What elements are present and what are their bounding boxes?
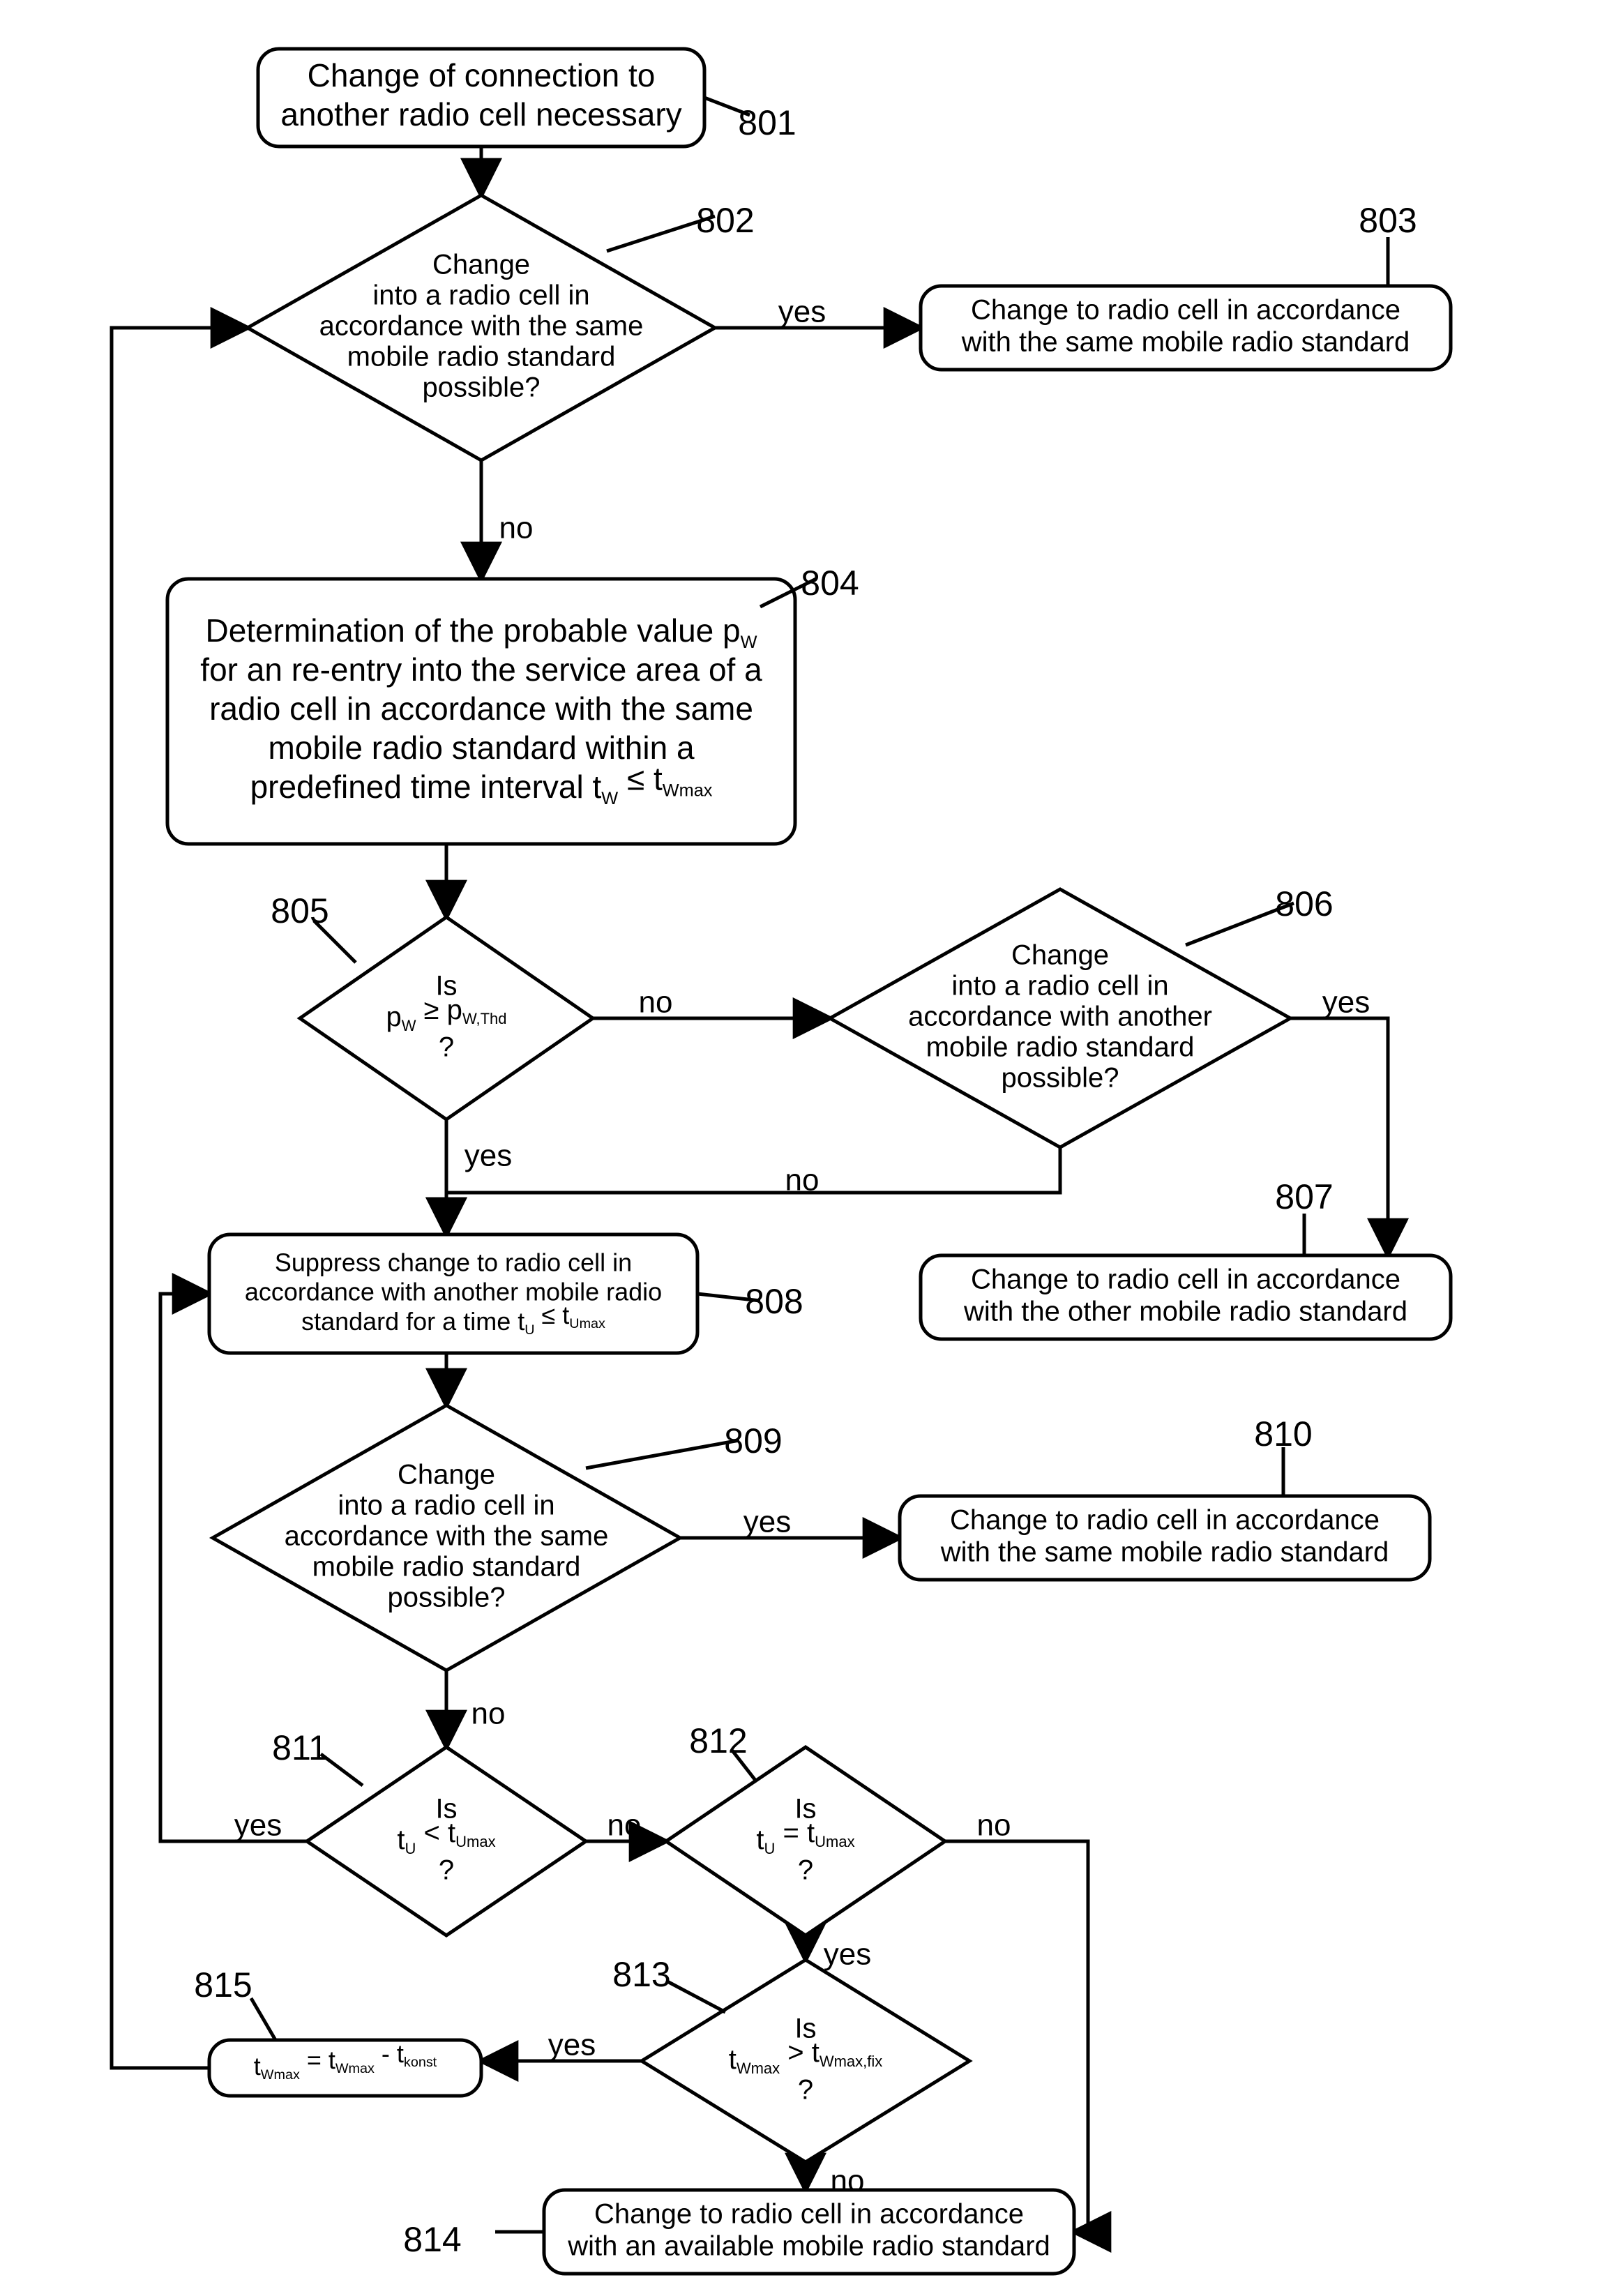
node-text-line: Suppress change to radio cell in — [275, 1248, 632, 1277]
node-text-line: possible? — [422, 372, 540, 403]
node-number: 804 — [801, 564, 859, 603]
node-805: IspW ≥ pW,Thd? — [300, 917, 593, 1119]
node-814: Change to radio cell in accordancewith a… — [544, 2190, 1074, 2274]
edge-label: no — [785, 1163, 820, 1198]
node-801: Change of connection toanother radio cel… — [258, 49, 704, 146]
edge-label: no — [977, 1808, 1011, 1843]
node-number: 814 — [403, 2220, 461, 2259]
edge-label: yes — [465, 1139, 512, 1173]
node-text-line: ? — [798, 2075, 813, 2106]
edge-label: no — [639, 985, 673, 1020]
node-number: 807 — [1275, 1177, 1333, 1216]
node-text-line: with the same mobile radio standard — [961, 327, 1410, 358]
edge-label: no — [831, 2164, 865, 2198]
node-text-line: Change to radio cell in accordance — [971, 295, 1400, 326]
node-text-line: Determination of the probable value pW — [205, 612, 757, 651]
node-text-line: radio cell in accordance with the same — [209, 690, 753, 727]
node-text-line: ? — [439, 1032, 454, 1063]
node-text-line: mobile radio standard — [312, 1552, 581, 1583]
edge-label: yes — [778, 295, 826, 329]
edge-label: no — [499, 511, 534, 545]
edge-label: yes — [743, 1505, 791, 1539]
node-810: Change to radio cell in accordancewith t… — [900, 1496, 1430, 1580]
node-text-line: possible? — [387, 1583, 505, 1613]
node-number: 801 — [738, 103, 796, 142]
edge-n806-n808 — [446, 1147, 1060, 1234]
node-text-line: with the other mobile radio standard — [963, 1297, 1407, 1327]
node-number: 802 — [696, 201, 754, 240]
node-804: Determination of the probable value pWfo… — [167, 579, 795, 844]
node-815: tWmax = tWmax - tkonst — [209, 2039, 481, 2096]
edge-label: no — [607, 1808, 642, 1843]
edge-label: no — [471, 1697, 506, 1731]
node-number: 812 — [689, 1721, 747, 1760]
node-text-line: possible? — [1001, 1063, 1119, 1094]
node-text-line: Change of connection to — [308, 57, 656, 93]
edge-n812-n814 — [945, 1841, 1088, 2232]
node-number: 815 — [194, 1965, 252, 2004]
node-text-line: mobile radio standard — [926, 1032, 1195, 1063]
node-text-line: Change — [432, 250, 530, 280]
node-text-line: accordance with another — [908, 1002, 1212, 1032]
leader-line — [251, 1998, 275, 2040]
node-number: 808 — [745, 1282, 803, 1321]
node-text-line: Change — [1011, 940, 1109, 971]
node-number: 803 — [1359, 201, 1417, 240]
node-text-line: Change to radio cell in accordance — [950, 1505, 1380, 1536]
node-number: 813 — [612, 1955, 670, 1994]
node-text-line: accordance with another mobile radio — [245, 1278, 662, 1306]
node-number: 811 — [272, 1728, 328, 1767]
node-text-line: Change — [398, 1460, 495, 1490]
node-text-line: accordance with the same — [285, 1521, 609, 1552]
node-812: IstU = tUmax? — [666, 1747, 945, 1935]
node-808: Suppress change to radio cell inaccordan… — [209, 1234, 697, 1353]
edge-label: yes — [1322, 985, 1370, 1020]
node-text-line: accordance with the same — [319, 311, 644, 342]
node-text-line: into a radio cell in — [338, 1490, 554, 1521]
node-number: 805 — [271, 891, 329, 930]
node-text-line: another radio cell necessary — [280, 96, 681, 133]
node-text-line: for an re-entry into the service area of… — [200, 651, 762, 688]
node-text-line: Change to radio cell in accordance — [971, 1264, 1400, 1295]
node-text-line: ? — [439, 1855, 454, 1886]
node-text-line: Change to radio cell in accordance — [594, 2199, 1024, 2230]
node-803: Change to radio cell in accordancewith t… — [921, 286, 1451, 370]
node-number: 810 — [1254, 1414, 1312, 1453]
leader-line — [586, 1440, 739, 1468]
node-number: 806 — [1275, 884, 1333, 923]
edge-label: yes — [234, 1808, 282, 1843]
node-text-line: with the same mobile radio standard — [940, 1537, 1389, 1568]
node-text-line: ? — [798, 1855, 813, 1886]
edge-label: yes — [824, 1938, 871, 1972]
node-813: IstWmax > tWmax,fix? — [642, 1960, 969, 2162]
edge-label: yes — [548, 2028, 596, 2062]
node-809: Changeinto a radio cell inaccordance wit… — [213, 1405, 680, 1670]
leader-line — [666, 1981, 725, 2012]
node-806: Changeinto a radio cell inaccordance wit… — [830, 889, 1290, 1147]
node-text-line: into a radio cell in — [951, 971, 1168, 1002]
node-text-line: mobile radio standard — [347, 342, 616, 372]
node-text-line: into a radio cell in — [372, 280, 589, 311]
node-807: Change to radio cell in accordancewith t… — [921, 1255, 1451, 1339]
node-802: Changeinto a radio cell inaccordance wit… — [248, 195, 715, 460]
node-text-line: with an available mobile radio standard — [567, 2231, 1050, 2262]
node-number: 809 — [724, 1421, 782, 1460]
